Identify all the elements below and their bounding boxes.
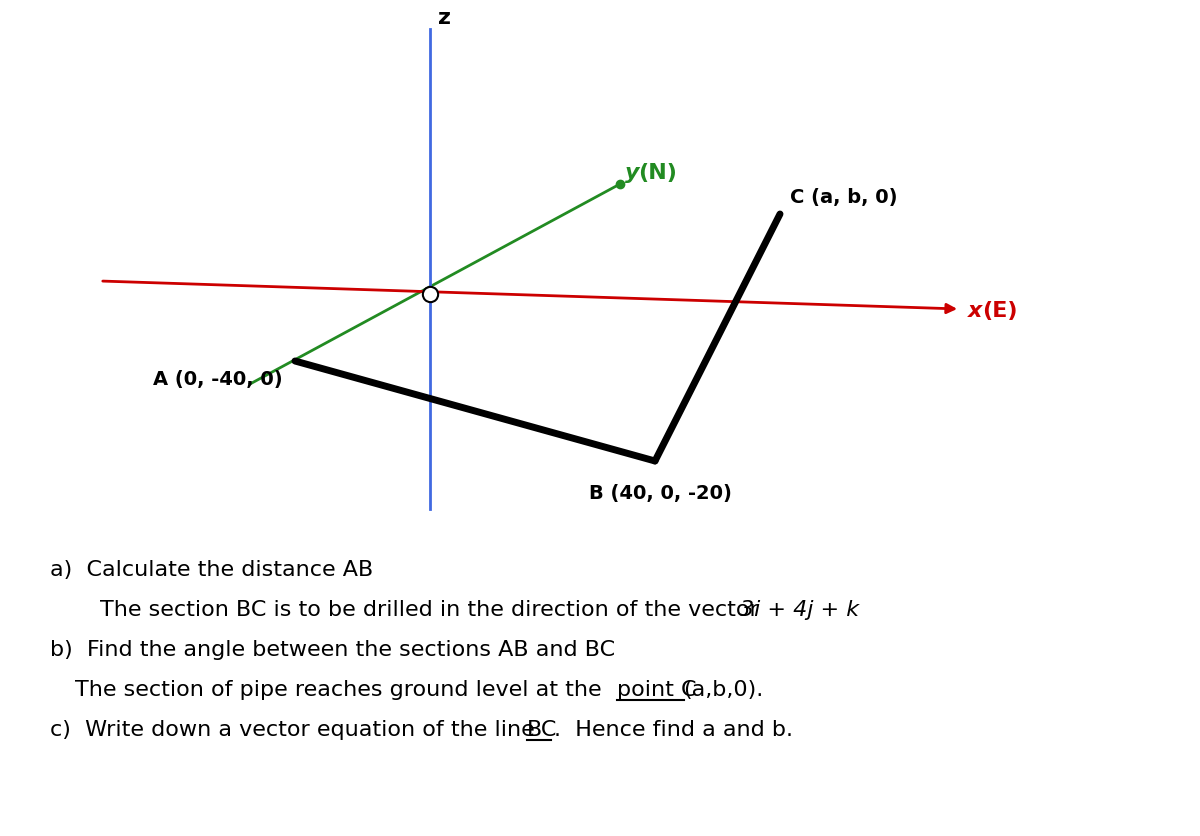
Text: (a,b,0).: (a,b,0).: [683, 679, 763, 699]
Text: BC: BC: [527, 719, 557, 739]
Text: y: y: [625, 163, 640, 183]
Text: a)  Calculate the distance AB: a) Calculate the distance AB: [50, 559, 373, 579]
Text: A (0, -40, 0): A (0, -40, 0): [154, 370, 283, 389]
Text: c)  Write down a vector equation of the line: c) Write down a vector equation of the l…: [50, 719, 542, 739]
Text: The section of pipe reaches ground level at the: The section of pipe reaches ground level…: [76, 679, 608, 699]
Text: The section BC is to be drilled in the direction of the vector: The section BC is to be drilled in the d…: [100, 599, 758, 619]
Text: point C: point C: [617, 679, 696, 699]
Text: x: x: [968, 301, 983, 321]
Text: B (40, 0, -20): B (40, 0, -20): [588, 483, 732, 502]
Text: C (a, b, 0): C (a, b, 0): [790, 188, 898, 206]
Text: z: z: [438, 8, 451, 28]
Text: b)  Find the angle between the sections AB and BC: b) Find the angle between the sections A…: [50, 640, 616, 660]
Text: (E): (E): [982, 301, 1018, 321]
Text: (N): (N): [638, 163, 677, 183]
Text: 3i + 4j + k: 3i + 4j + k: [740, 599, 859, 619]
Text: .  Hence find a and b.: . Hence find a and b.: [554, 719, 793, 739]
